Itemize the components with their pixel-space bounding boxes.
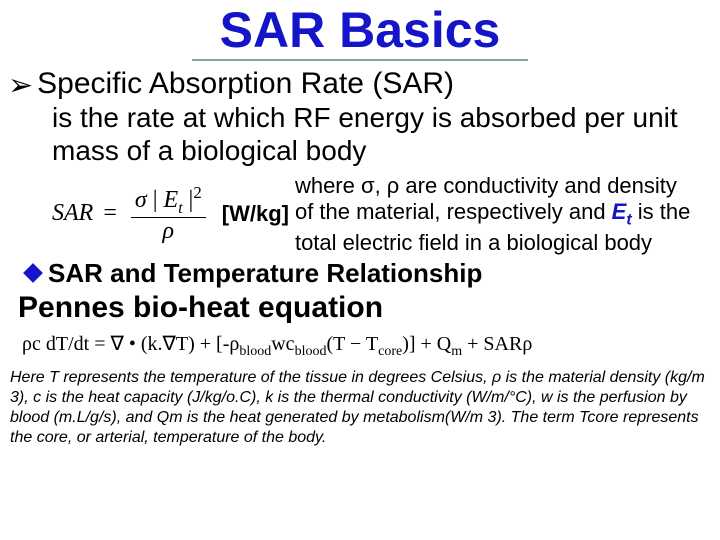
eq2-sub2: blood xyxy=(295,344,327,359)
where-line-2-post: is the xyxy=(632,199,691,224)
where-line-2: of the material, respectively and Et is … xyxy=(295,199,690,230)
eq2-sub1: blood xyxy=(239,344,271,359)
pennes-heading: Pennes bio-heat equation xyxy=(18,291,712,325)
eq2-sub4: m xyxy=(451,344,462,359)
where-block: where σ, ρ are conductivity and density … xyxy=(295,173,690,256)
title-container: SAR Basics xyxy=(8,4,712,61)
formula-unit: [W/kg] xyxy=(222,201,289,227)
eq2-p3: (T − T xyxy=(326,333,378,355)
e-symbol: E xyxy=(164,187,179,213)
where-line-3: total electric field in a biological bod… xyxy=(295,230,690,256)
chevron-icon: ➢ xyxy=(8,71,33,101)
eq2-p5: + SARρ xyxy=(462,333,532,355)
slide-title: SAR Basics xyxy=(192,4,529,61)
eq2-p1: ρc dT/dt = ∇ • (k.∇T) + [-ρ xyxy=(22,333,239,355)
bullet-1: ➢ Specific Absorption Rate (SAR) xyxy=(8,67,712,101)
formula-denominator: ρ xyxy=(159,218,179,245)
bullet-2-text: SAR and Temperature Relationship xyxy=(48,258,482,289)
sigma-symbol: σ xyxy=(135,187,147,213)
formula-row: SAR = σ | Et |2 ρ [W/kg] where σ, ρ are … xyxy=(52,173,712,256)
formula-eq: = xyxy=(103,200,117,226)
exp-2: 2 xyxy=(193,183,201,202)
bullet-2: SAR and Temperature Relationship xyxy=(26,258,712,289)
bullet-1-definition: is the rate at which RF energy is absorb… xyxy=(52,101,712,167)
eq2-sub3: core xyxy=(378,344,402,359)
sar-formula: SAR = σ | Et |2 ρ xyxy=(52,183,210,246)
bullet-1-heading: Specific Absorption Rate (SAR) xyxy=(37,67,454,101)
formula-fraction: σ | Et |2 ρ xyxy=(131,183,206,246)
where-et: E xyxy=(612,199,627,224)
formula-lhs: SAR xyxy=(52,200,93,226)
diamond-icon xyxy=(23,263,43,283)
formula-numerator: σ | Et |2 xyxy=(131,183,206,218)
eq2-p2: wc xyxy=(271,333,294,355)
where-line-2-pre: of the material, respectively and xyxy=(295,199,612,224)
eq2-p4: )] + Q xyxy=(402,333,451,355)
footnote: Here T represents the temperature of the… xyxy=(10,368,710,448)
bioheat-equation: ρc dT/dt = ∇ • (k.∇T) + [-ρbloodwcblood(… xyxy=(22,331,712,360)
where-line-1: where σ, ρ are conductivity and density xyxy=(295,173,690,199)
